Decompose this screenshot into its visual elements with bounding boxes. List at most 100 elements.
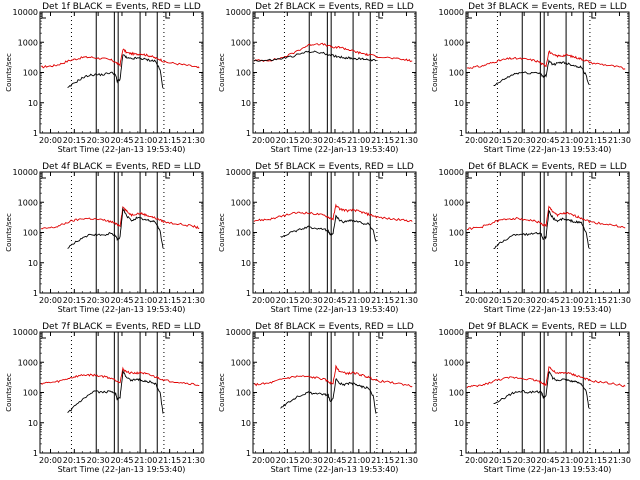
panel-title: Det 1f BLACK = Events, RED = LLD: [42, 2, 201, 12]
x-tick-label: 21:30: [395, 136, 418, 145]
y-axis-label: Counts/sec: [5, 213, 13, 252]
y-tick-label: 1000: [18, 358, 38, 367]
x-tick-label: 21:15: [371, 456, 394, 465]
y-axis-label: Counts/sec: [5, 373, 13, 412]
plot-frame: [39, 171, 204, 294]
black-series-line: [493, 371, 590, 409]
panel-1: Det 1f BLACK = Events, RED = LLD 1 10 100 10…: [5, 2, 205, 154]
x-tick-label: 21:00: [134, 456, 157, 465]
red-series-line: [466, 50, 626, 70]
x-axis-label: Start Time (22-Jan-13 19:53:40): [58, 465, 186, 474]
x-tick-label: 20:45: [323, 136, 346, 145]
x-axis-label: Start Time (22-Jan-13 19:53:40): [484, 145, 612, 154]
corner-mark: [165, 332, 170, 339]
y-tick-label: 1: [246, 129, 251, 138]
x-axis-label: Start Time (22-Jan-13 19:53:40): [484, 465, 612, 474]
x-tick-label: 20:30: [87, 296, 110, 305]
y-tick-label: 1: [459, 129, 464, 138]
corner-mark: [254, 332, 259, 339]
corner-mark: [378, 332, 383, 339]
y-tick-label: 1000: [444, 198, 464, 207]
y-tick-label: 100: [449, 229, 464, 238]
x-tick-label: 21:00: [134, 136, 157, 145]
x-tick-label: 20:30: [300, 456, 323, 465]
y-axis-label: Counts/sec: [431, 213, 439, 252]
y-tick-label: 10000: [226, 328, 251, 337]
x-tick-label: 21:15: [158, 296, 181, 305]
x-tick-label: 20:30: [300, 296, 323, 305]
x-tick-label: 20:45: [110, 456, 133, 465]
panel-2: Det 2f BLACK = Events, RED = LLD 1 10 100 10…: [218, 2, 418, 154]
x-tick-label: 20:45: [536, 456, 559, 465]
y-tick-label: 1000: [231, 358, 251, 367]
x-tick-label: 21:30: [395, 456, 418, 465]
y-axis-label: Counts/sec: [218, 213, 226, 252]
x-tick-label: 20:15: [489, 136, 512, 145]
y-tick-label: 1000: [444, 38, 464, 47]
corner-mark: [41, 12, 46, 19]
y-tick-label: 1000: [18, 198, 38, 207]
red-series-line: [253, 42, 413, 63]
y-axis-label: Counts/sec: [431, 53, 439, 92]
panel-title: Det 6f BLACK = Events, RED = LLD: [468, 162, 627, 172]
plot-frame: [39, 331, 204, 454]
y-tick-label: 10000: [439, 328, 464, 337]
x-tick-label: 20:15: [276, 296, 299, 305]
plot-frame: [39, 11, 204, 134]
x-tick-label: 20:30: [513, 136, 536, 145]
x-tick-label: 21:30: [608, 296, 631, 305]
y-axis-label: Counts/sec: [218, 373, 226, 412]
corner-mark: [41, 172, 46, 179]
red-series-line: [253, 364, 413, 388]
y-tick-label: 100: [23, 69, 38, 78]
red-series-line: [40, 48, 200, 69]
y-axis-label: Counts/sec: [5, 53, 13, 92]
panel-title: Det 3f BLACK = Events, RED = LLD: [468, 2, 627, 12]
panel-title: Det 5f BLACK = Events, RED = LLD: [255, 162, 414, 172]
y-tick-label: 10000: [439, 168, 464, 177]
corner-mark: [467, 172, 472, 179]
red-series-line: [40, 205, 200, 230]
x-tick-label: 20:30: [87, 456, 110, 465]
x-tick-label: 20:00: [465, 296, 488, 305]
black-series-line: [280, 214, 377, 242]
x-tick-label: 21:00: [347, 296, 370, 305]
corner-mark: [254, 12, 259, 19]
y-tick-label: 10: [241, 99, 251, 108]
y-tick-label: 10: [454, 259, 464, 268]
x-tick-label: 20:15: [63, 456, 86, 465]
y-tick-label: 10000: [439, 8, 464, 17]
y-tick-label: 100: [449, 69, 464, 78]
x-tick-label: 20:00: [39, 296, 62, 305]
x-tick-label: 20:00: [39, 136, 62, 145]
y-tick-label: 10: [28, 419, 38, 428]
x-axis-label: Start Time (22-Jan-13 19:53:40): [484, 305, 612, 314]
y-tick-label: 10: [241, 259, 251, 268]
y-tick-label: 10: [241, 419, 251, 428]
x-axis-label: Start Time (22-Jan-13 19:53:40): [58, 305, 186, 314]
y-tick-label: 1000: [231, 38, 251, 47]
x-tick-label: 21:00: [560, 296, 583, 305]
black-series-line: [253, 50, 377, 62]
x-tick-label: 21:15: [584, 296, 607, 305]
y-tick-label: 100: [236, 389, 251, 398]
black-series-line: [67, 207, 164, 249]
x-tick-label: 20:15: [63, 136, 86, 145]
black-series-line: [67, 54, 164, 89]
panel-title: Det 7f BLACK = Events, RED = LLD: [42, 322, 201, 332]
y-tick-label: 10000: [13, 8, 38, 17]
panel-4: Det 4f BLACK = Events, RED = LLD 1 10 100 10…: [5, 162, 205, 314]
corner-mark: [591, 332, 596, 339]
x-tick-label: 20:15: [489, 296, 512, 305]
panel-title: Det 4f BLACK = Events, RED = LLD: [42, 162, 201, 172]
x-tick-label: 20:15: [63, 296, 86, 305]
panel-8: Det 8f BLACK = Events, RED = LLD 1 10 100 10…: [218, 322, 418, 474]
x-tick-label: 21:30: [182, 136, 205, 145]
corner-mark: [378, 172, 383, 179]
y-tick-label: 1: [246, 289, 251, 298]
x-tick-label: 20:30: [513, 456, 536, 465]
plot-frame: [465, 171, 630, 294]
x-tick-label: 20:45: [536, 136, 559, 145]
x-tick-label: 21:15: [158, 136, 181, 145]
x-tick-label: 20:15: [489, 456, 512, 465]
